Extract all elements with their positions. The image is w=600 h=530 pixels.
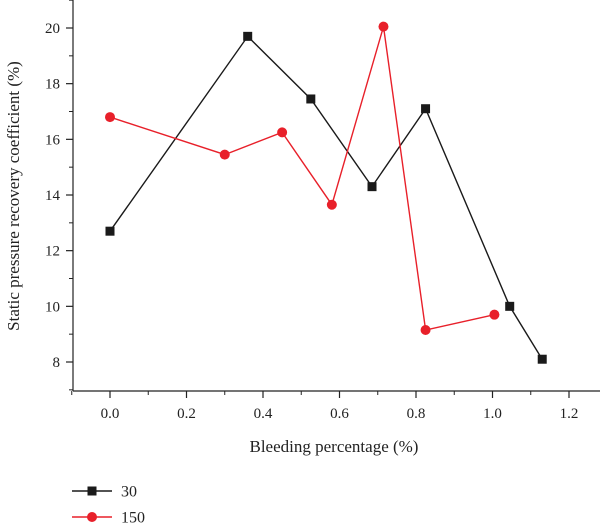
y-tick-label: 14	[45, 188, 61, 204]
data-point-150	[105, 112, 115, 123]
x-tick-label: 0.4	[254, 406, 273, 422]
legend: 30 150	[72, 484, 145, 527]
x-tick-label: 0.2	[177, 406, 196, 422]
x-tick-label: 1.0	[483, 406, 502, 422]
data-point-150	[326, 199, 337, 210]
x-tick-label: 0.0	[101, 406, 120, 422]
y-axis-title: Static pressure recovery coefficient (%)	[4, 61, 23, 331]
y-tick-label: 16	[45, 132, 61, 148]
y-tick-label: 10	[45, 299, 60, 315]
x-tick-label: 0.8	[407, 406, 426, 422]
data-point-30	[306, 94, 316, 104]
x-tick-label: 1.2	[560, 406, 579, 422]
data-point-30	[421, 104, 431, 114]
series-layer	[105, 21, 547, 364]
data-point-30	[367, 182, 377, 192]
y-tick-label: 18	[45, 77, 60, 93]
data-point-150	[219, 149, 230, 160]
series-line-150	[109, 26, 495, 331]
axes	[72, 0, 600, 392]
x-axis-title: Bleeding percentage (%)	[250, 437, 419, 456]
data-point-30	[243, 31, 253, 41]
legend-label-150: 150	[121, 510, 145, 527]
x-tick-label: 0.6	[330, 406, 349, 422]
y-tick-label: 12	[45, 244, 60, 260]
y-ticks: 8 10 12 14 16 18 20	[45, 0, 73, 391]
legend-marker-150	[87, 512, 97, 522]
data-point-30	[537, 354, 547, 364]
legend-marker-30	[87, 486, 97, 496]
data-point-150	[489, 309, 500, 320]
y-tick-label: 8	[53, 355, 61, 371]
data-point-30	[505, 301, 515, 311]
series-line-30	[109, 35, 543, 360]
data-point-150	[277, 127, 288, 138]
data-point-150	[420, 324, 431, 335]
y-tick-label: 20	[45, 21, 60, 37]
x-ticks: 0.0 0.2 0.4 0.6 0.8 1.0 1.2	[71, 391, 579, 422]
legend-label-30: 30	[121, 484, 137, 501]
data-point-150	[378, 21, 389, 32]
data-point-30	[105, 226, 115, 236]
